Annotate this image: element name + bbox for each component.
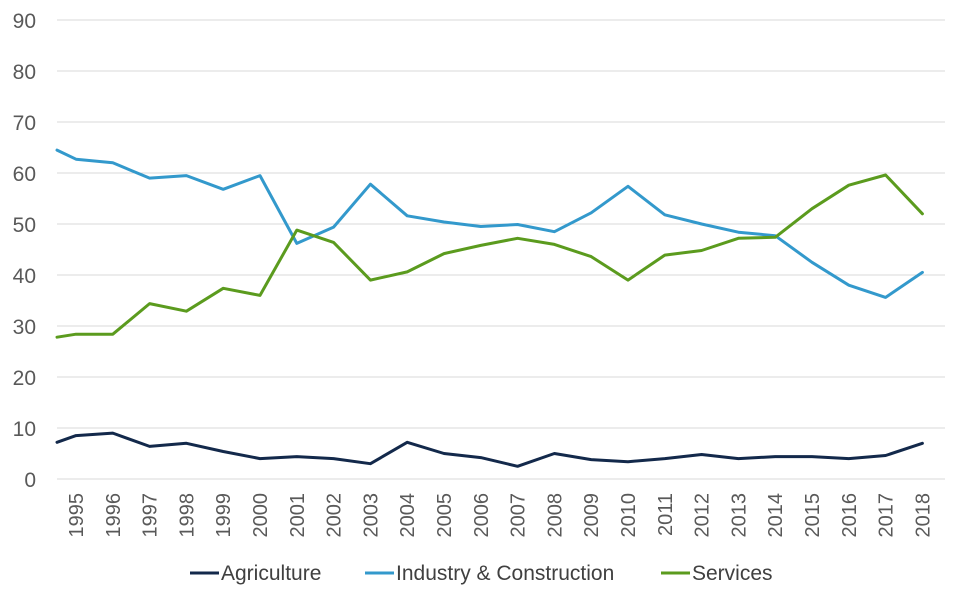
x-tick-label: 2004: [397, 493, 419, 538]
x-tick-label: 2015: [802, 493, 824, 538]
x-tick-label: 2018: [912, 493, 934, 538]
x-tick-label: 1998: [176, 493, 198, 538]
y-tick-label: 70: [13, 112, 36, 135]
x-tick-label: 1997: [140, 493, 162, 538]
y-tick-label: 40: [13, 265, 36, 288]
x-tick-label: 1995: [66, 493, 88, 538]
y-tick-label: 20: [13, 367, 36, 390]
x-tick-label: 2007: [508, 493, 530, 538]
y-tick-label: 90: [13, 10, 36, 33]
series-line-agriculture: [55, 431, 924, 468]
y-tick-label: 80: [13, 61, 36, 84]
x-tick-label: 2011: [655, 493, 677, 536]
legend-label: Agriculture: [221, 562, 321, 585]
y-tick-label: 50: [13, 214, 36, 237]
y-tick-label: 60: [13, 163, 36, 186]
x-tick-label: 2006: [471, 493, 493, 538]
x-tick-label: 2000: [250, 493, 272, 538]
series-line-services: [55, 173, 924, 339]
x-axis-tick-labels: 1995 1996 1997 1998 1999 2000 2001 2002 2003 2004…: [66, 493, 934, 538]
series-lines: [55, 148, 924, 468]
x-tick-label: 2014: [765, 493, 787, 538]
y-tick-label: 10: [13, 418, 36, 441]
y-tick-label: 30: [13, 316, 36, 339]
x-tick-label: 2001: [287, 493, 309, 538]
x-tick-label: 2008: [544, 493, 566, 538]
x-tick-label: 2002: [324, 493, 346, 538]
y-axis-tick-labels: 0 10 20 30 40 50 60 70 80 90: [13, 10, 36, 492]
y-tick-label: 0: [24, 469, 36, 492]
legend-label: Industry & Construction: [396, 562, 614, 585]
legend: Agriculture Industry & Construction Servic…: [190, 562, 773, 585]
x-tick-label: 2016: [839, 493, 861, 538]
x-tick-label: 1999: [213, 493, 235, 538]
x-tick-label: 2013: [728, 493, 750, 538]
gridlines: [57, 19, 945, 480]
x-tick-label: 1996: [103, 493, 125, 538]
x-tick-label: 2017: [876, 493, 898, 538]
x-tick-label: 2003: [360, 493, 382, 538]
legend-label: Services: [692, 562, 773, 585]
x-tick-label: 2012: [692, 493, 714, 538]
x-tick-label: 2005: [434, 493, 456, 538]
x-tick-label: 2009: [581, 493, 603, 538]
x-tick-label: 2010: [618, 493, 640, 538]
